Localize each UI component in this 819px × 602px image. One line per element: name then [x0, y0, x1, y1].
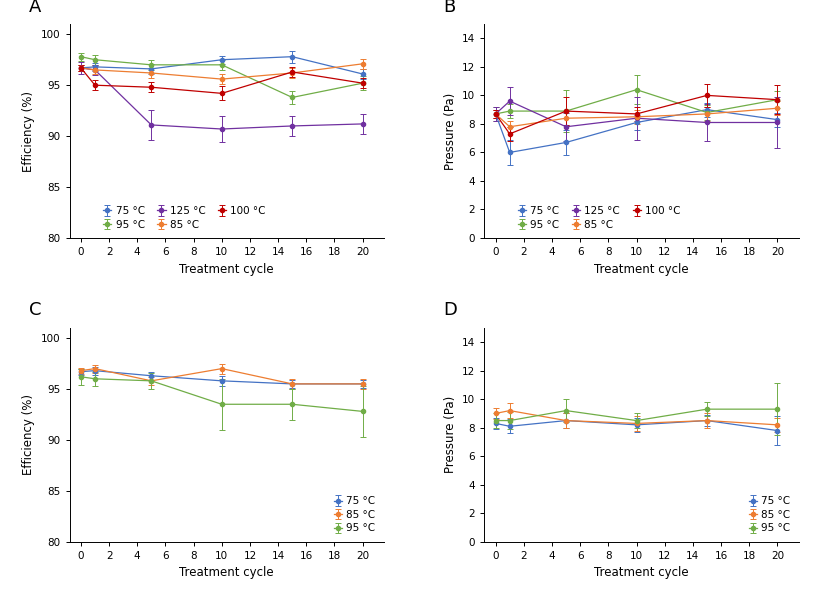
Y-axis label: Efficiency (%): Efficiency (%)	[22, 394, 35, 476]
Legend: 75 °C, 85 °C, 95 °C: 75 °C, 85 °C, 95 °C	[331, 493, 378, 536]
Legend: 75 °C, 85 °C, 95 °C: 75 °C, 85 °C, 95 °C	[745, 493, 794, 536]
Y-axis label: Pressure (Pa): Pressure (Pa)	[444, 396, 456, 473]
X-axis label: Treatment cycle: Treatment cycle	[179, 262, 274, 276]
X-axis label: Treatment cycle: Treatment cycle	[594, 566, 689, 579]
Y-axis label: Efficiency (%): Efficiency (%)	[22, 90, 35, 172]
Text: A: A	[29, 0, 41, 16]
Text: C: C	[29, 302, 41, 319]
Text: D: D	[444, 302, 457, 319]
Legend: 75 °C, 95 °C, 125 °C, 85 °C, 100 °C: 75 °C, 95 °C, 125 °C, 85 °C, 100 °C	[514, 203, 684, 233]
X-axis label: Treatment cycle: Treatment cycle	[594, 262, 689, 276]
Text: B: B	[444, 0, 455, 16]
X-axis label: Treatment cycle: Treatment cycle	[179, 566, 274, 579]
Y-axis label: Pressure (Pa): Pressure (Pa)	[444, 93, 456, 170]
Legend: 75 °C, 95 °C, 125 °C, 85 °C, 100 °C: 75 °C, 95 °C, 125 °C, 85 °C, 100 °C	[100, 203, 269, 233]
